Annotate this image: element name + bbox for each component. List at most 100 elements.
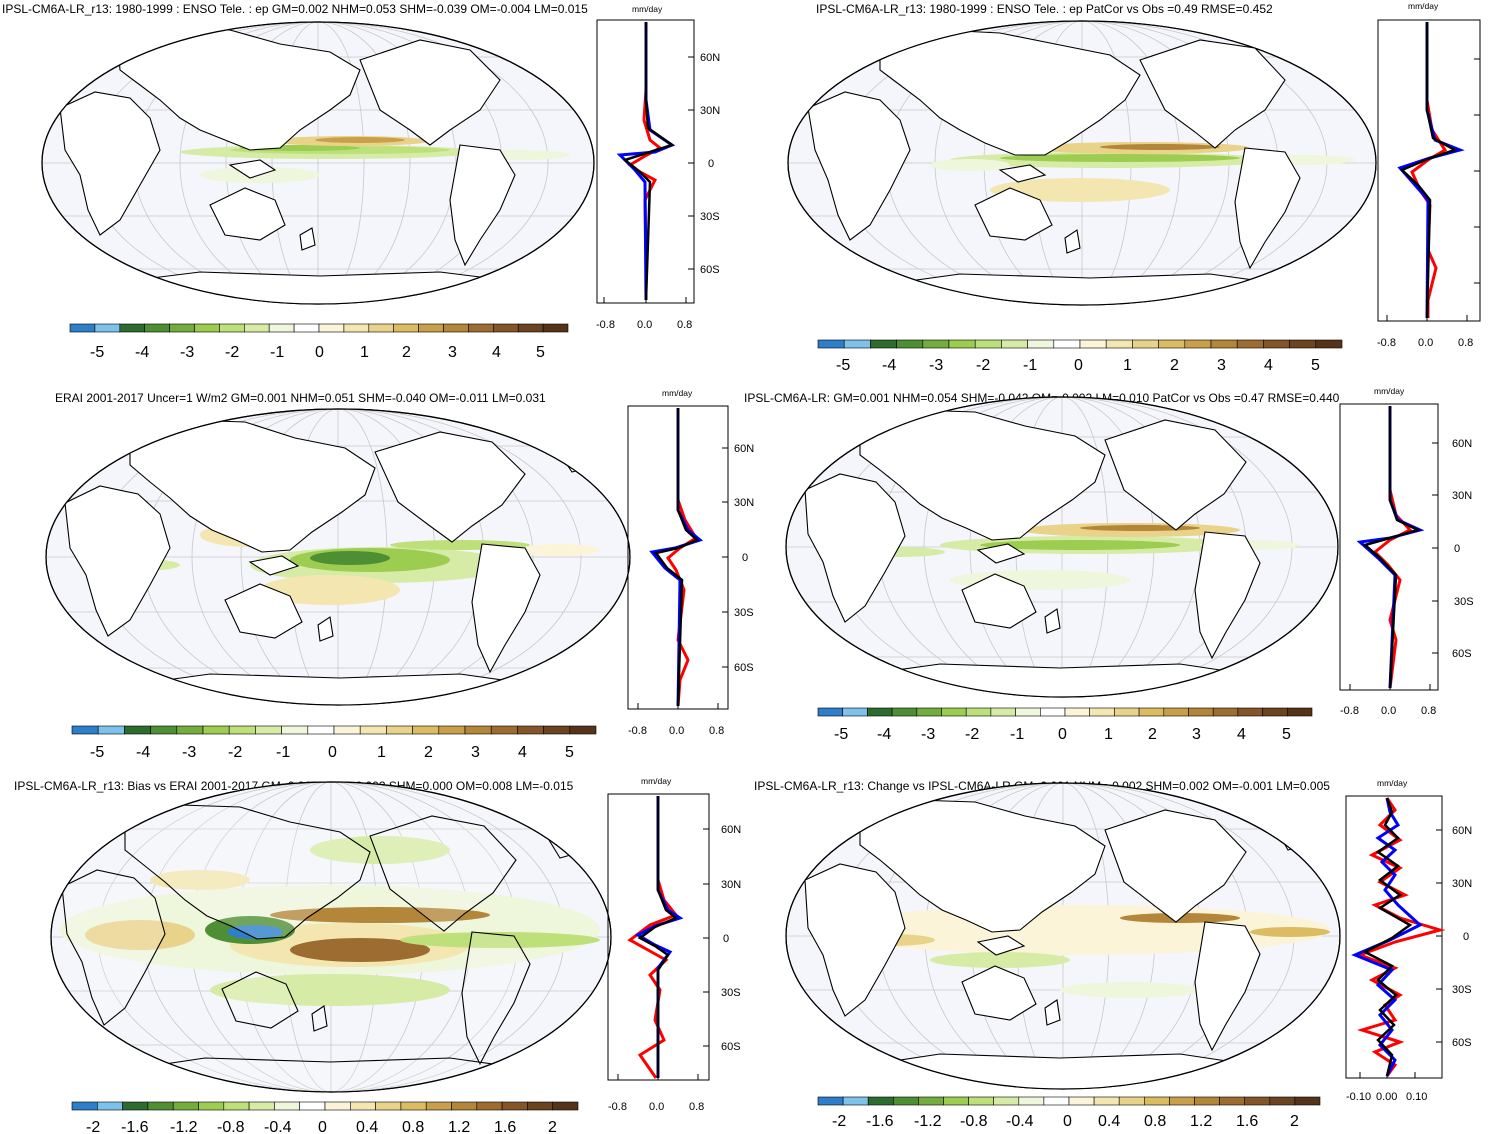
panel-3: ERAI 2001-2017 Uncer=1 W/m2 GM=0.001 NHM… xyxy=(45,388,754,761)
colorbar-swatch xyxy=(1043,1096,1070,1106)
val-tick-left: -0.8 xyxy=(1377,337,1396,349)
panel-2-map xyxy=(787,20,1377,306)
colorbar-swatch xyxy=(1015,707,1041,717)
cb-label: -3 xyxy=(929,357,943,374)
colorbar-swatch xyxy=(476,1101,503,1111)
lat-tick-30s: 30S xyxy=(1452,984,1472,996)
cb-label: 1.6 xyxy=(494,1119,516,1134)
lat-tick-60n: 60N xyxy=(721,824,741,836)
cb-label: -1 xyxy=(270,344,284,361)
colorbar-swatch xyxy=(1236,339,1264,349)
colorbar-swatch xyxy=(464,725,492,735)
cb-label: 2 xyxy=(1148,726,1157,743)
lat-tick-60s: 60S xyxy=(1452,648,1472,660)
colorbar-swatch xyxy=(418,323,444,333)
lat-tick-60n: 60N xyxy=(1452,825,1472,837)
lat-tick-60n: 60N xyxy=(1452,438,1472,450)
lat-tick-0: 0 xyxy=(723,933,729,945)
colorbar-swatch xyxy=(268,323,295,333)
cb-label: 5 xyxy=(536,344,545,361)
colorbar-swatch xyxy=(1219,1096,1245,1106)
cb-label: -5 xyxy=(834,726,848,743)
colorbar-swatch xyxy=(517,323,544,333)
cb-label: 3 xyxy=(448,344,457,361)
colorbar-swatch xyxy=(386,725,413,735)
colorbar-swatch xyxy=(891,707,918,717)
cb-label: -5 xyxy=(90,744,104,761)
cb-label: 2 xyxy=(1170,357,1179,374)
cb-label: 5 xyxy=(565,744,574,761)
lat-tick-0: 0 xyxy=(1454,543,1460,555)
val-tick-right: 0.8 xyxy=(1458,337,1473,349)
colorbar-swatch xyxy=(870,339,897,349)
colorbar-swatch xyxy=(965,707,992,717)
lat-tick-30s: 30S xyxy=(1454,596,1474,608)
colorbar-swatch xyxy=(172,1101,199,1111)
colorbar-swatch xyxy=(552,1101,579,1111)
colorbar-swatch xyxy=(1315,339,1343,349)
cb-label: 0 xyxy=(315,344,324,361)
val-tick-left: -0.10 xyxy=(1346,1091,1371,1103)
colorbar-swatch xyxy=(274,1101,300,1111)
cb-label: 4 xyxy=(1237,726,1246,743)
colorbar-swatch xyxy=(223,1101,250,1111)
colorbar-swatch xyxy=(1158,339,1186,349)
colorbar-swatch xyxy=(1138,707,1165,717)
colorbar-swatch xyxy=(1068,1096,1095,1106)
colorbar-swatch xyxy=(517,725,544,735)
cb-label: 0 xyxy=(1058,726,1067,743)
cb-label: -0.4 xyxy=(264,1119,292,1134)
colorbar-swatch xyxy=(896,339,924,349)
cb-label: 3 xyxy=(471,744,480,761)
colorbar-swatch xyxy=(1294,1096,1321,1106)
cb-label: -2 xyxy=(228,744,242,761)
panel-6-map xyxy=(785,782,1341,1090)
colorbar-swatch xyxy=(333,725,361,735)
cb-label: -2 xyxy=(225,344,239,361)
val-tick-mid: 0.0 xyxy=(1381,705,1396,717)
colorbar-swatches xyxy=(817,1096,1321,1106)
cb-label: 0.8 xyxy=(402,1119,424,1134)
panel-3-zonal-profile: mm/day 60N 30N 0 30S 60S -0.8 0.0 0.8 xyxy=(627,388,754,737)
cb-label: -4 xyxy=(135,344,149,361)
colorbar-swatch xyxy=(1212,707,1239,717)
colorbar-swatch xyxy=(867,1096,894,1106)
lat-tick-30n: 30N xyxy=(700,105,720,117)
colorbar-swatch xyxy=(375,1101,402,1111)
colorbar-swatch xyxy=(1184,339,1212,349)
val-tick-left: -0.8 xyxy=(596,319,615,331)
colorbar-swatch xyxy=(124,725,151,735)
cb-label: 3 xyxy=(1192,726,1201,743)
colorbar-swatch xyxy=(438,725,466,735)
lat-tick-0: 0 xyxy=(742,552,748,564)
panel-1-zonal-profile: mm/day 60N 30N 0 30S 60S -0.8 0.0 0.8 xyxy=(596,4,720,331)
cb-label: 0 xyxy=(1074,357,1083,374)
colorbar-swatch xyxy=(1093,1096,1120,1106)
colorbar-swatch xyxy=(918,1096,944,1106)
colorbar-swatch xyxy=(974,339,1002,349)
lat-tick-30s: 30S xyxy=(734,607,754,619)
profile-unit: mm/day xyxy=(1408,1,1439,11)
colorbar-swatch xyxy=(1064,707,1091,717)
colorbar-swatch xyxy=(97,1101,123,1111)
profile-unit: mm/day xyxy=(632,4,663,14)
colorbar-swatch xyxy=(228,725,256,735)
profile-line-mean xyxy=(622,22,675,301)
colorbar-swatch xyxy=(281,725,309,735)
val-tick-right: 0.8 xyxy=(677,319,692,331)
cb-label: 5 xyxy=(1311,357,1320,374)
cb-label: 2 xyxy=(402,344,411,361)
panel-6-zonal-profile: mm/day 60N 30N 0 30S 60S -0.10 0.00 0.10 xyxy=(1345,778,1472,1103)
val-tick-right: 0.10 xyxy=(1406,1091,1427,1103)
val-tick-right: 0.8 xyxy=(689,1101,704,1113)
lat-tick-60s: 60S xyxy=(700,264,720,276)
colorbar-swatch xyxy=(1089,707,1115,717)
cb-label: -5 xyxy=(90,344,104,361)
cb-label: -1.2 xyxy=(914,1113,942,1130)
colorbar-swatch xyxy=(1287,707,1313,717)
colorbar-swatch xyxy=(842,1096,869,1106)
colorbar-swatch xyxy=(1263,339,1290,349)
profile-ticks xyxy=(603,56,694,303)
colorbar-swatch xyxy=(318,323,345,333)
